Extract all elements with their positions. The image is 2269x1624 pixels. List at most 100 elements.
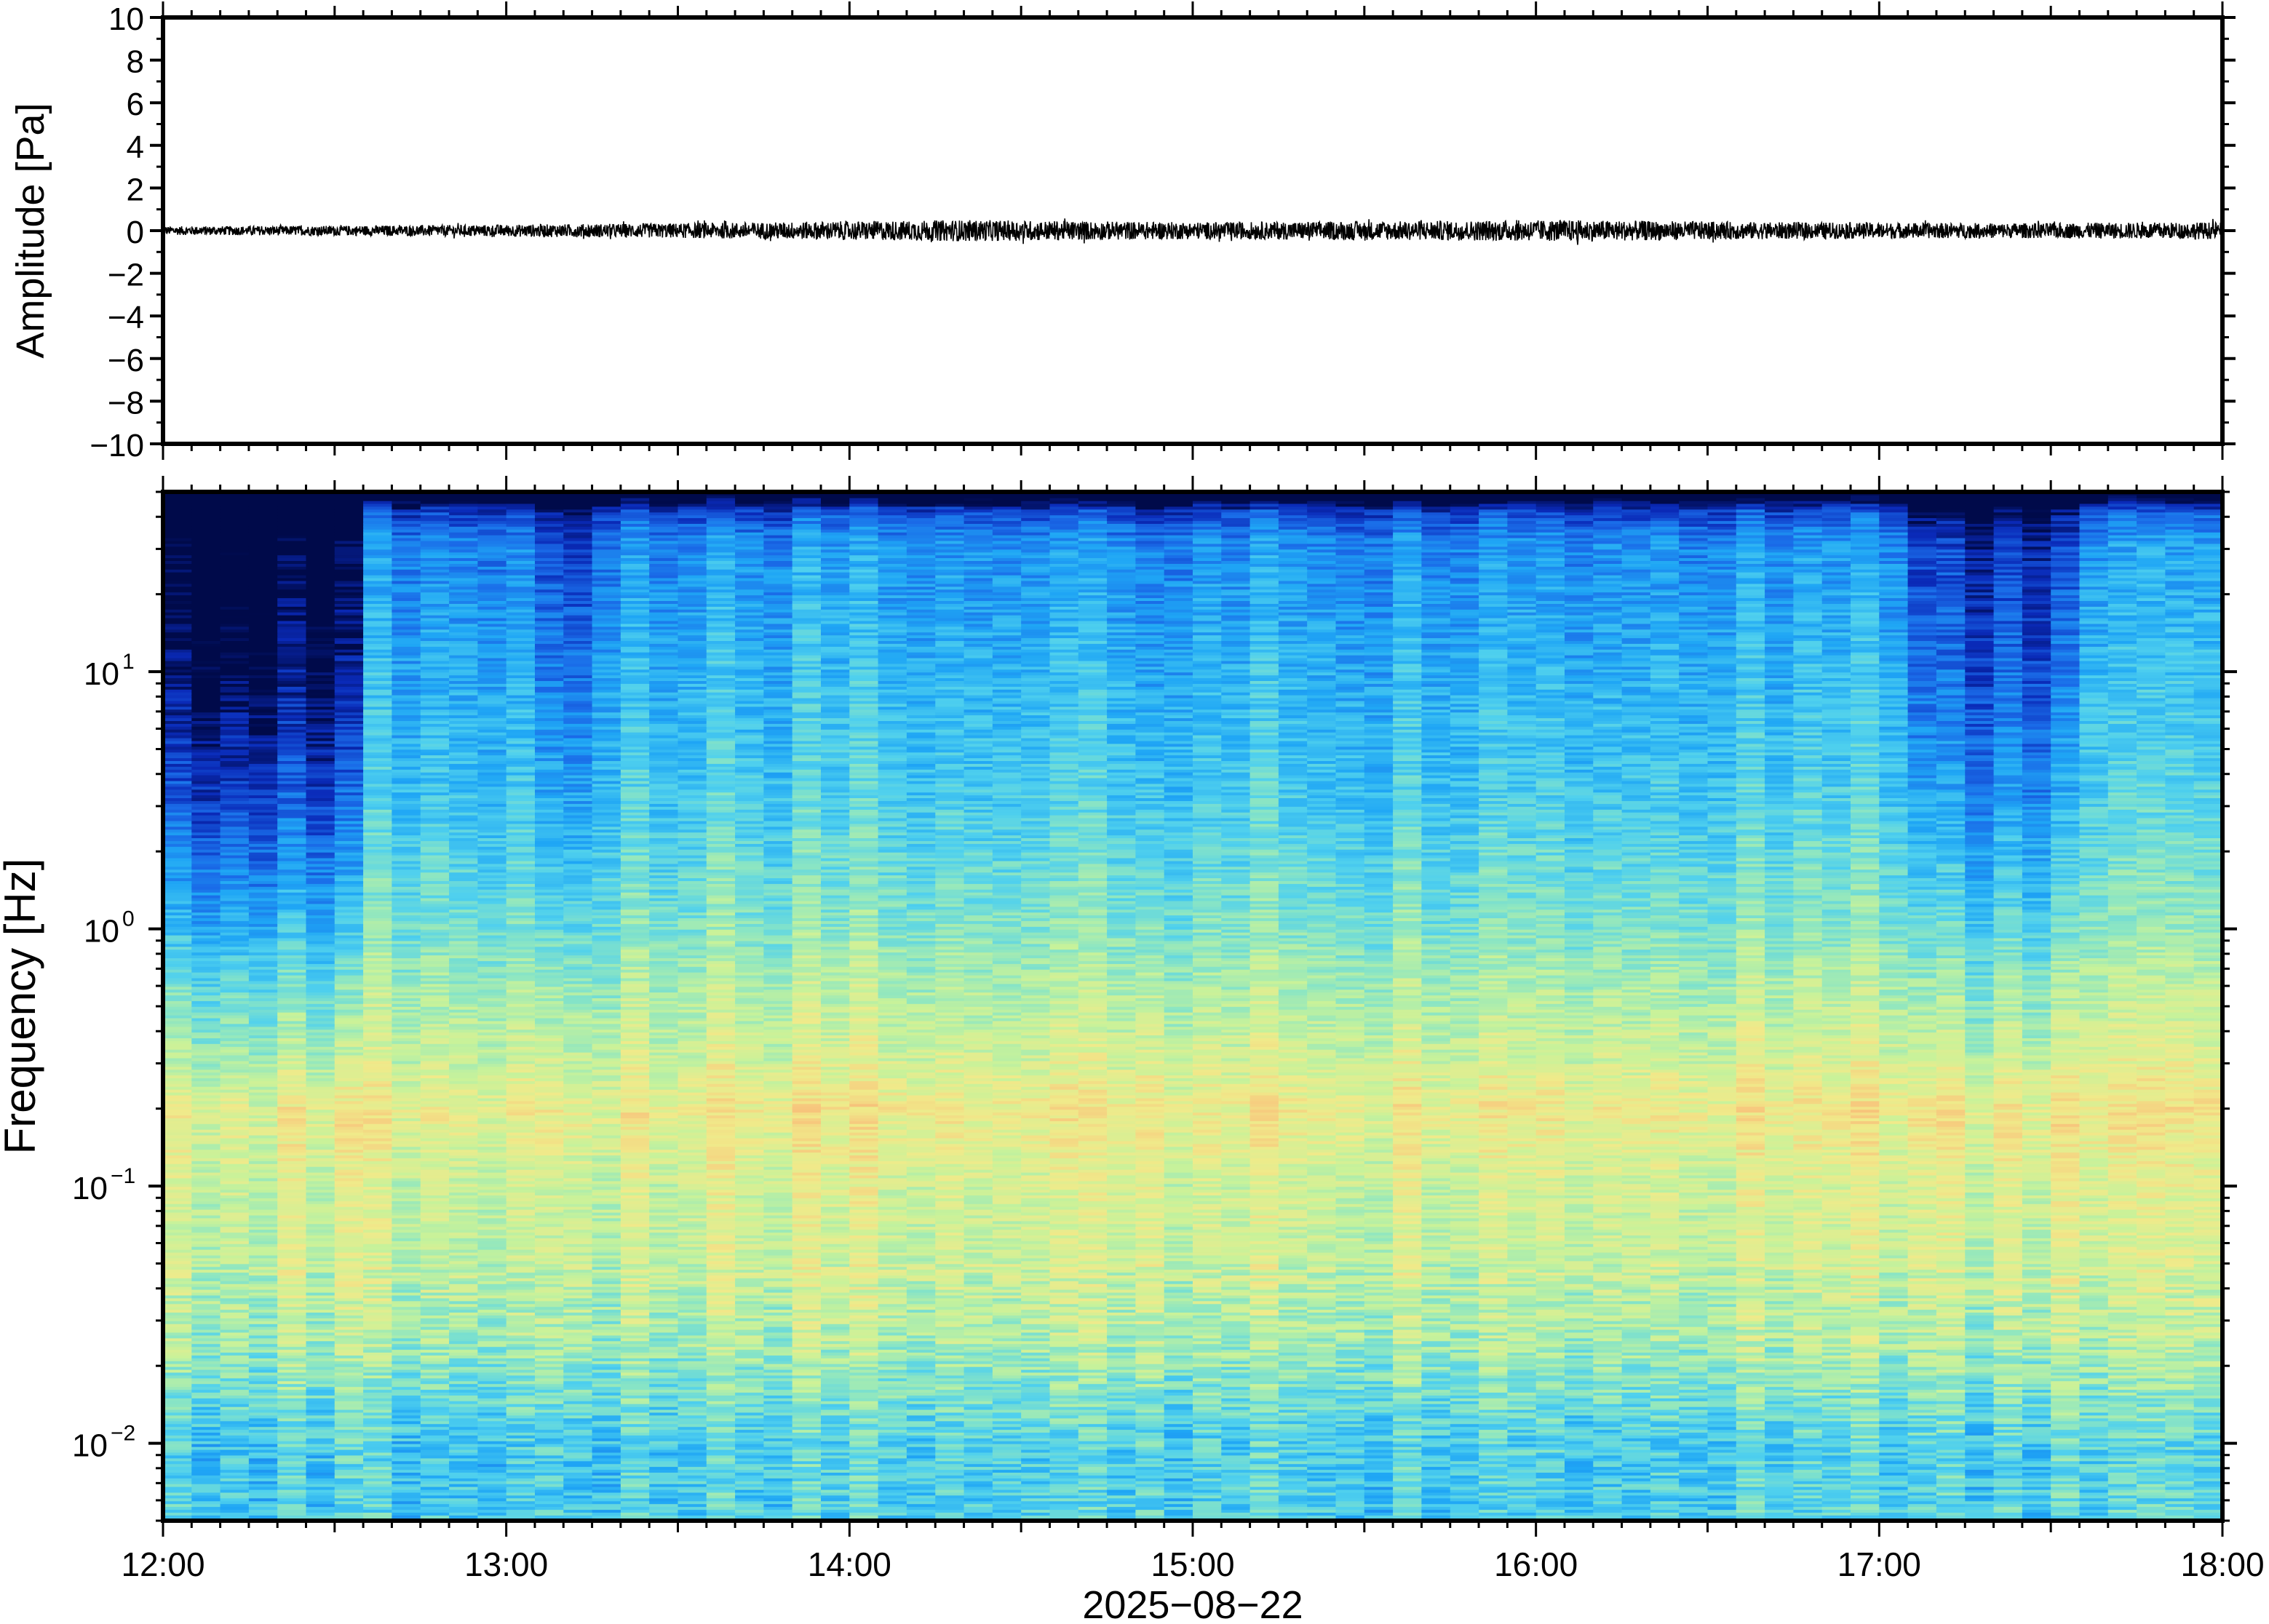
spectrogram-cell — [449, 1303, 479, 1307]
spectrogram-cell — [477, 1300, 507, 1305]
spectrogram-cell — [191, 1137, 221, 1142]
spectrogram-cell — [363, 554, 393, 559]
spectrogram-cell — [363, 1035, 393, 1038]
spectrogram-cell — [449, 1075, 479, 1078]
spectrogram-cell — [306, 1343, 335, 1348]
spectrogram-cell — [363, 1306, 393, 1310]
spectrogram-cell — [220, 494, 250, 498]
spectrogram-cell — [334, 1140, 364, 1145]
spectrogram-cell — [392, 960, 421, 964]
spectrogram-cell — [191, 1201, 221, 1204]
spectrogram-cell — [277, 891, 307, 896]
spectrogram-cell — [220, 526, 250, 530]
spectrogram-cell — [248, 897, 278, 901]
spectrogram-cell — [392, 883, 421, 887]
spectrogram-cell — [392, 923, 421, 927]
spectrogram-cell — [363, 666, 393, 670]
spectrogram-cell — [477, 597, 507, 601]
spectrogram-cell — [477, 769, 507, 773]
spectrogram-cell — [477, 572, 507, 576]
spectrogram-cell — [163, 700, 193, 704]
spectrogram-cell — [248, 586, 278, 590]
spectrogram-cell — [506, 857, 536, 861]
spectrogram-cell — [392, 1063, 421, 1067]
spectrogram-cell — [220, 626, 250, 630]
spectrogram-cell — [334, 923, 364, 927]
spectrogram-cell — [306, 894, 335, 899]
spectrogram-cell — [163, 835, 193, 838]
spectrogram-cell — [392, 600, 421, 604]
spectrogram-cell — [220, 1040, 250, 1044]
spectrogram-cell — [392, 1118, 421, 1121]
spectrogram-cell — [306, 1051, 335, 1056]
spectrogram-cell — [306, 1023, 335, 1027]
spectrogram-cell — [392, 1048, 421, 1053]
spectrogram-cell — [392, 998, 421, 1001]
spectrogram-cell — [220, 554, 250, 559]
spectrogram-cell — [449, 1509, 479, 1513]
spectrogram-cell — [248, 672, 278, 676]
spectrogram-cell — [163, 689, 193, 693]
spectrogram-cell — [334, 912, 364, 916]
spectrogram-cell — [191, 1057, 221, 1062]
spectrogram-cell — [220, 1166, 250, 1170]
spectrogram-cell — [248, 1152, 278, 1155]
spectrogram-cell — [477, 657, 507, 661]
spectrogram-cell — [248, 1512, 278, 1516]
spectrogram-cell — [420, 849, 450, 853]
spectrogram-cell — [334, 1014, 364, 1019]
spectrogram-cell — [420, 774, 450, 779]
spectrogram-cell — [477, 1312, 507, 1315]
spectrogram-cell — [363, 1109, 393, 1113]
spectrogram-cell — [420, 603, 450, 607]
spectrogram-cell — [163, 1306, 193, 1310]
spectrogram-cell — [392, 1446, 421, 1450]
spectrogram-cell — [420, 934, 450, 939]
spectrogram-cell — [277, 1226, 307, 1230]
spectrogram-cell — [163, 1060, 193, 1064]
spectrogram-cell — [420, 1195, 450, 1198]
waveform-y-tick-label: 2 — [127, 172, 144, 207]
spectrogram-cell — [220, 894, 250, 899]
spectrogram-cell — [191, 509, 221, 513]
spectrogram-cell — [163, 1257, 193, 1262]
spectrogram-cell — [277, 666, 307, 670]
spectrogram-cell — [248, 937, 278, 942]
spectrogram-cell — [306, 1364, 335, 1367]
spectrogram-cell — [220, 1352, 250, 1356]
spectrogram-cell — [420, 1241, 450, 1244]
spectrogram-cell — [220, 723, 250, 727]
spectrogram-cell — [248, 880, 278, 884]
spectrogram-cell — [392, 946, 421, 950]
spectrogram-cell — [506, 1126, 536, 1130]
spectrogram-cell — [277, 612, 307, 616]
spectrogram-cell — [248, 740, 278, 744]
spectrogram-cell — [163, 992, 193, 996]
spectrogram-cell — [277, 1321, 307, 1324]
spectrogram-cell — [306, 1278, 335, 1281]
spectrogram-cell — [334, 958, 364, 961]
spectrogram-cell — [306, 1449, 335, 1453]
spectrogram-cell — [277, 1249, 307, 1253]
spectrogram-cell — [477, 1446, 507, 1450]
spectrogram-cell — [220, 1380, 250, 1385]
spectrogram-cell — [306, 918, 335, 921]
spectrogram-cell — [477, 1123, 507, 1127]
spectrogram-cell — [363, 1417, 393, 1422]
spectrogram-cell — [449, 1003, 479, 1007]
spectrogram-cell — [248, 1235, 278, 1238]
spectrogram-cell — [477, 600, 507, 604]
spectrogram-cell — [420, 1343, 450, 1348]
spectrogram-cell — [449, 1180, 479, 1185]
spectrogram-cell — [277, 1017, 307, 1022]
spectrogram-cell — [277, 880, 307, 884]
spectrogram-cell — [334, 934, 364, 939]
spectrogram-cell — [306, 743, 335, 747]
spectrogram-cell — [220, 1349, 250, 1353]
spectrogram-cell — [163, 569, 193, 573]
spectrogram-cell — [334, 960, 364, 964]
spectrogram-cell — [392, 509, 421, 513]
spectrogram-cell — [363, 1083, 393, 1087]
spectrogram-cell — [420, 1515, 450, 1518]
spectrogram-cell — [306, 1003, 335, 1007]
